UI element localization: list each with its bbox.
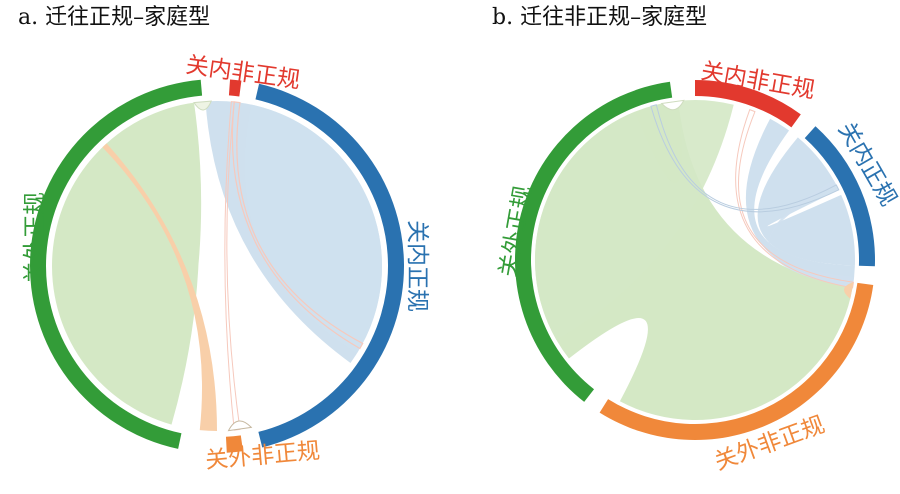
panel-a-label-local-formal: 关内正规: [404, 220, 430, 312]
arc-outside-informal: [225, 435, 244, 453]
chord-outside-formal-to-local-formal-thin: [650, 104, 840, 213]
panel-a-arcs: [29, 79, 405, 453]
chord-local-informal-to-local-formal: [231, 101, 364, 350]
arc-local-informal: [695, 80, 801, 128]
selfloop-outside-formal-top: [193, 100, 213, 111]
chord-outside-formal-to-outside-formal: [52, 102, 202, 425]
chord-outside-formal-to-local-informal: [535, 100, 734, 340]
arc-local-formal: [804, 126, 875, 267]
arc-outside-formal: [514, 81, 673, 402]
arc-local-formal: [255, 83, 405, 448]
selfloop-outside-formal-top: [660, 99, 685, 111]
chord-local-informal-to-outside-informal-thin: [735, 109, 855, 289]
panel-b-arcs: [514, 80, 875, 440]
panel-a: a. 迁往正规–家庭型 关内非正规 关内正规 关外非正规 关外正规: [18, 5, 430, 474]
arc-outside-informal: [599, 282, 874, 440]
panel-a-label-local-informal: 关内非正规: [184, 52, 301, 94]
panel-a-chords: [52, 100, 383, 432]
panel-b-chords: [535, 99, 855, 420]
selfloop-outside-informal: [227, 420, 253, 432]
arc-local-informal: [228, 79, 242, 97]
selfloop-outside-informal: [844, 282, 854, 299]
panel-a-label-outside-formal: 关外正规: [22, 192, 48, 284]
chord-outside-informal-to-outside-formal: [102, 143, 217, 432]
chord-local-informal-to-outside-informal: [745, 118, 855, 288]
panel-a-label-outside-informal: 关外非正规: [204, 438, 321, 474]
panel-b-title: b. 迁往非正规–家庭型: [492, 5, 707, 30]
chord-local-formal-inner: [244, 104, 383, 354]
arc-outside-formal: [29, 79, 203, 449]
panel-a-title: a. 迁往正规–家庭型: [18, 5, 210, 30]
chord-outside-informal-to-local-formal: [768, 180, 855, 288]
panel-b: b. 迁往非正规–家庭型 关内非正规 关内正规 关外非正规 关外正规: [492, 5, 900, 476]
